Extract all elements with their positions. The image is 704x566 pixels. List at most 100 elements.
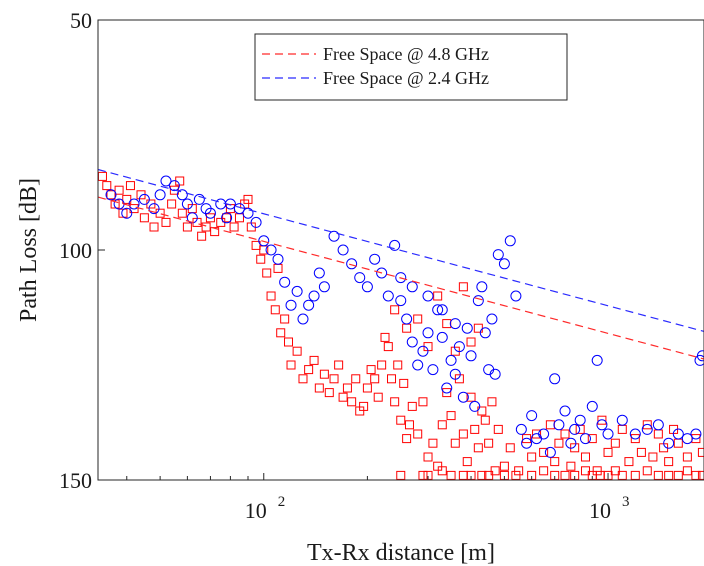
data-point-circle: [328, 230, 340, 242]
legend: Free Space @ 4.8 GHz Free Space @ 2.4 GHz: [254, 33, 568, 101]
data-point-square: [413, 314, 423, 324]
data-point-circle: [586, 400, 598, 412]
data-point-square: [664, 457, 674, 467]
data-point-square: [334, 360, 344, 370]
data-point-square: [642, 466, 652, 476]
data-point-square: [624, 457, 634, 467]
data-point-circle: [406, 336, 418, 348]
data-point-square: [399, 378, 409, 388]
data-point-circle: [121, 207, 133, 219]
data-point-square: [458, 429, 468, 439]
data-point-circle: [515, 423, 527, 435]
y-tick-label: 100: [59, 238, 92, 263]
data-point-circle: [492, 249, 504, 261]
y-tick-label: 50: [70, 8, 92, 33]
data-point-square: [380, 332, 390, 342]
data-point-square: [437, 420, 447, 430]
tick-layer: 50 100 150 10 2 10 3: [59, 8, 630, 523]
data-point-circle: [401, 313, 413, 325]
data-point-square: [477, 406, 487, 416]
data-point-square: [229, 222, 239, 232]
data-point-square: [118, 208, 128, 218]
data-point-circle: [591, 354, 603, 366]
data-point-circle: [427, 364, 439, 376]
data-point-square: [262, 268, 272, 278]
data-point-square: [642, 420, 652, 430]
data-point-square: [197, 231, 207, 241]
data-point-circle: [565, 437, 577, 449]
data-point-circle: [531, 433, 543, 445]
data-point-square: [210, 227, 220, 237]
data-point-circle: [313, 267, 325, 279]
data-point-square: [329, 374, 339, 384]
data-point-square: [487, 397, 497, 407]
data-point-circle: [382, 290, 394, 302]
data-point-square: [370, 374, 380, 384]
data-point-circle: [549, 373, 561, 385]
data-point-circle: [461, 322, 473, 334]
data-point-circle: [602, 428, 614, 440]
data-point-square: [433, 291, 443, 301]
data-point-square: [402, 323, 412, 333]
data-point-square: [205, 213, 215, 223]
data-point-circle: [694, 354, 704, 366]
data-point-square: [423, 452, 433, 462]
data-point-square: [470, 424, 480, 434]
data-point-square: [484, 438, 494, 448]
data-point-square: [396, 470, 406, 480]
data-point-square: [473, 443, 483, 453]
data-point-square: [114, 185, 124, 195]
data-point-square: [511, 470, 521, 480]
data-point-square: [251, 240, 261, 250]
data-point-circle: [559, 405, 571, 417]
data-point-circle: [489, 368, 501, 380]
data-point-circle: [354, 272, 366, 284]
data-point-square: [446, 411, 456, 421]
data-point-circle: [486, 313, 498, 325]
data-point-circle: [250, 216, 262, 228]
data-point-circle: [690, 428, 702, 440]
data-point-circle: [221, 212, 233, 224]
data-point-circle: [569, 423, 581, 435]
data-point-square: [243, 194, 253, 204]
data-point-square: [413, 429, 423, 439]
data-point-circle: [361, 281, 373, 293]
data-point-square: [673, 438, 683, 448]
data-point-square: [433, 461, 443, 471]
y-axis-title: Path Loss [dB]: [16, 178, 42, 322]
data-point-circle: [105, 189, 117, 201]
data-point-square: [396, 415, 406, 425]
data-point-square: [527, 452, 537, 462]
data-point-square: [514, 466, 524, 476]
data-point-square: [545, 420, 555, 430]
data-point-square: [418, 470, 428, 480]
x-tick-exponent: 3: [622, 494, 630, 510]
data-point-circle: [279, 276, 291, 288]
data-point-square: [697, 447, 704, 457]
data-point-circle: [526, 410, 538, 422]
data-point-square: [139, 213, 149, 223]
data-point-square: [493, 424, 503, 434]
data-point-circle: [469, 400, 481, 412]
x-tick-exponent: 2: [278, 494, 286, 510]
data-point-square: [387, 374, 397, 384]
data-point-circle: [422, 327, 434, 339]
data-point-circle: [579, 433, 591, 445]
scatter-layer: [97, 171, 704, 480]
data-point-square: [359, 401, 369, 411]
data-point-square: [216, 217, 226, 227]
data-point-circle: [265, 244, 277, 256]
data-point-square: [505, 443, 515, 453]
data-point-circle: [629, 428, 641, 440]
data-point-square: [630, 434, 640, 444]
data-point-circle: [445, 354, 457, 366]
data-point-square: [560, 429, 570, 439]
legend-label: Free Space @ 2.4 GHz: [323, 68, 489, 88]
data-point-square: [597, 415, 607, 425]
data-point-circle: [574, 414, 586, 426]
data-point-square: [97, 171, 107, 181]
data-point-square: [177, 208, 187, 218]
data-point-square: [286, 360, 296, 370]
data-point-circle: [376, 267, 388, 279]
